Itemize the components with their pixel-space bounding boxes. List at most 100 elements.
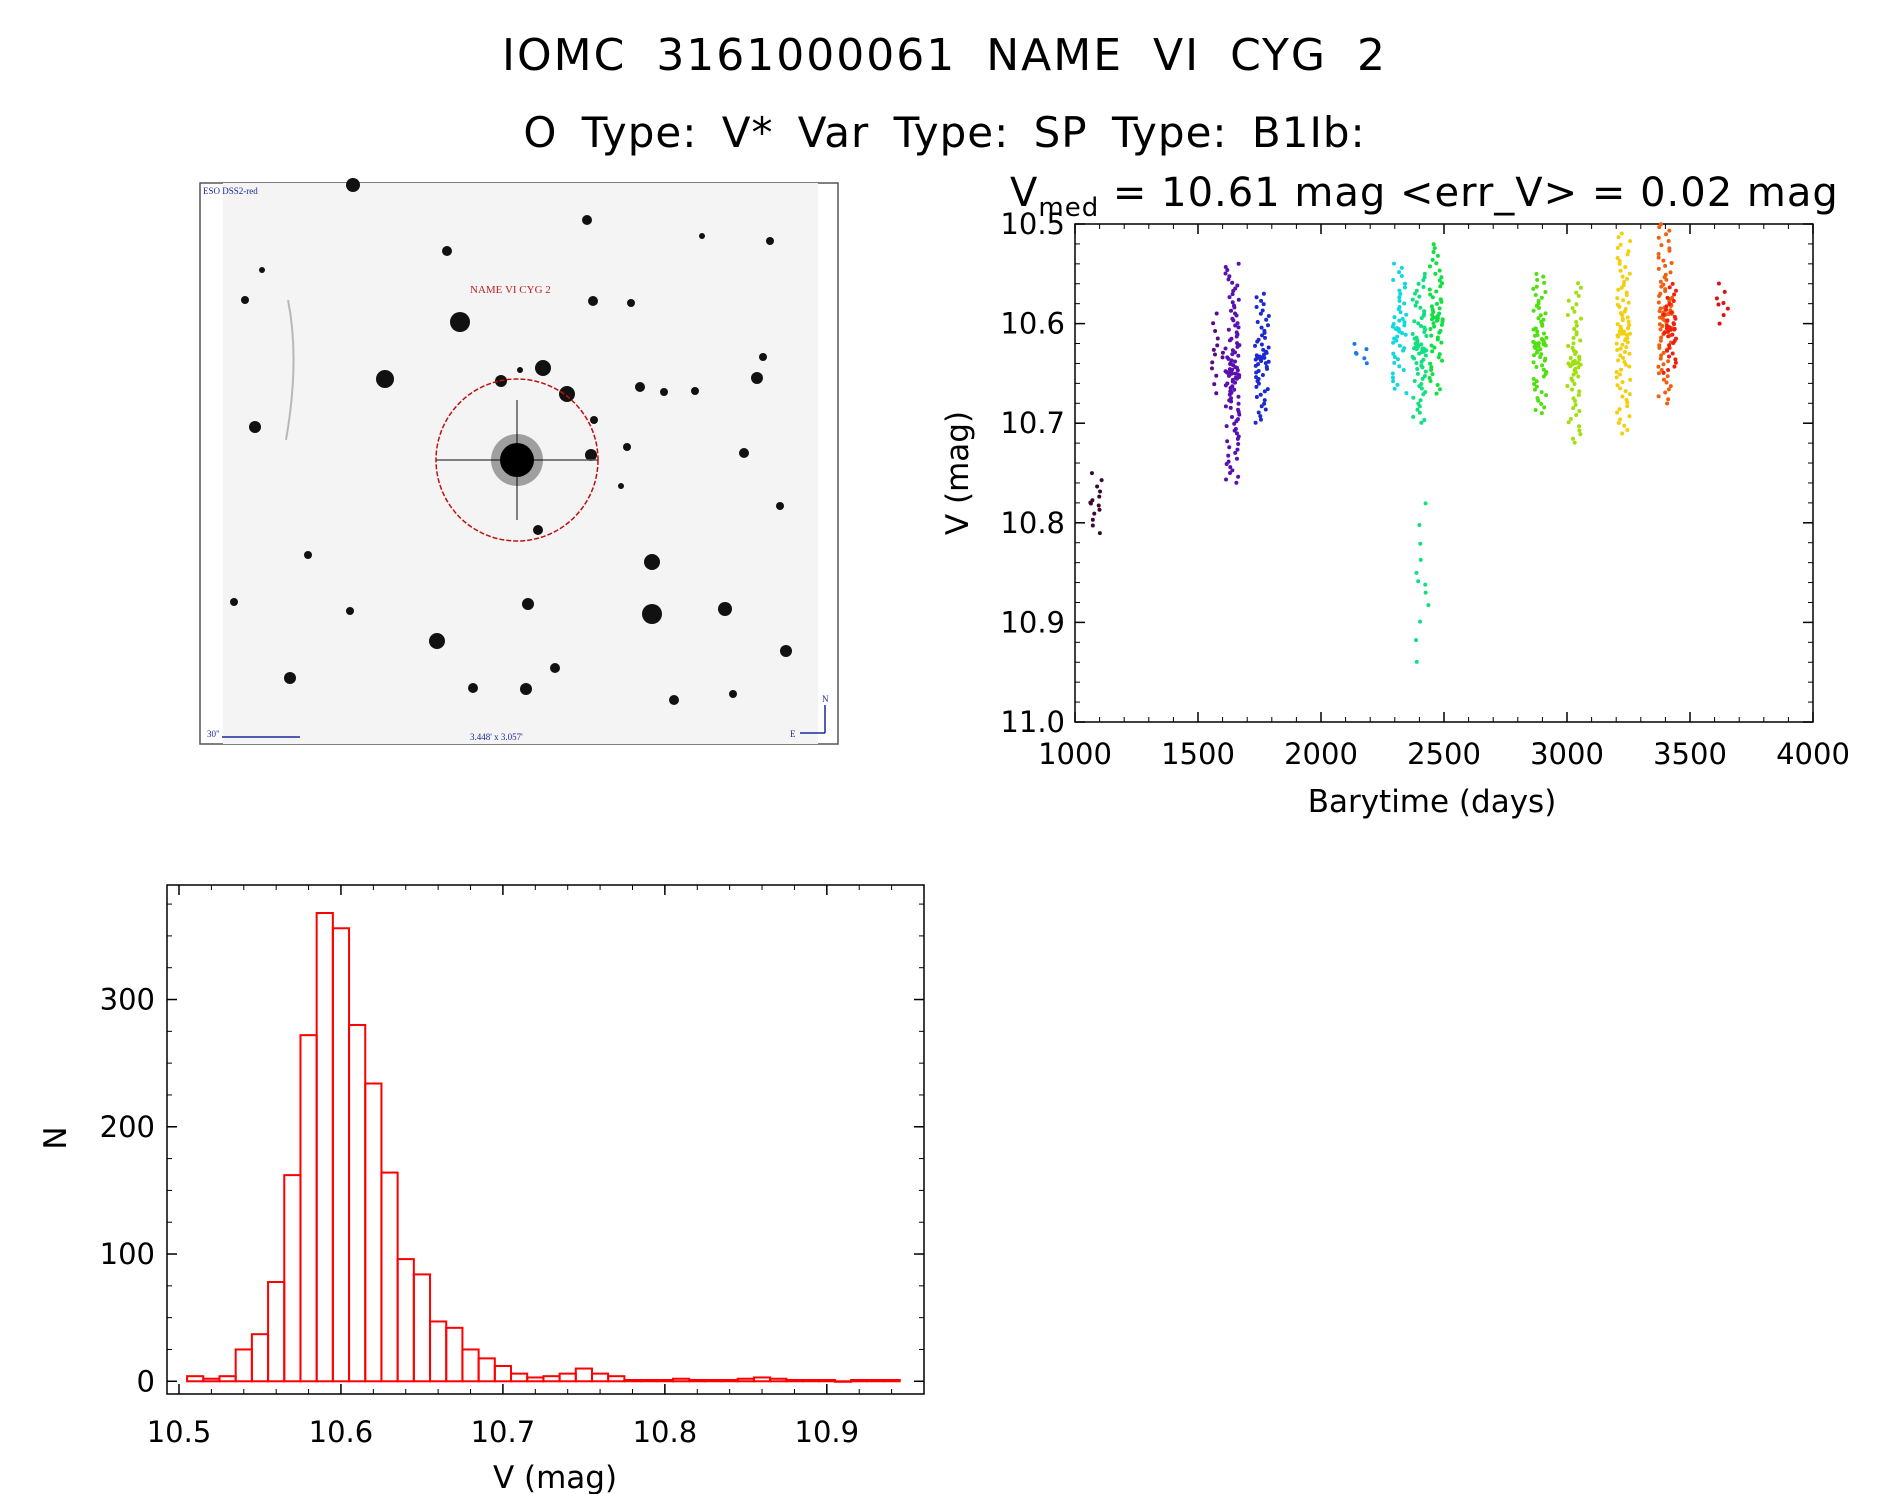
lc-point [1401,348,1406,353]
lc-point [1262,401,1267,406]
lc-point [1260,308,1265,313]
lc-point [1266,345,1271,350]
lc-point [1541,374,1546,379]
lc-point [1565,313,1570,318]
histogram-ylabel: N [38,1126,74,1149]
finder-artifact [285,299,295,441]
field-star [450,312,470,332]
lc-point [1416,321,1421,326]
lc-point [1544,335,1549,340]
histogram-bar [477,1357,496,1383]
lc-point [1391,351,1396,356]
lc-point [1672,292,1677,297]
lc-point [1426,603,1431,608]
field-star [627,299,635,307]
lc-point [1403,332,1408,337]
finder-stars [230,178,792,705]
histogram-bar [412,1273,432,1383]
histogram-bar [704,1379,723,1383]
lc-point [1397,364,1402,369]
lc-point [1618,417,1623,422]
lc-point [1411,395,1416,400]
lc-point [1416,579,1421,584]
lc-point [1573,402,1578,407]
lc-point [1661,350,1666,355]
lc-point [1542,405,1547,410]
lc-point [1395,382,1400,387]
hist-xtick-label: 10.9 [795,1415,860,1449]
lc-point [1617,304,1622,309]
lc-point [1422,330,1427,335]
lc-point [1571,406,1576,411]
lc-point [1397,270,1402,275]
lc-point [1671,340,1676,345]
lc-point [1664,307,1669,312]
lc-point [1617,258,1622,263]
lc-point [1574,332,1579,337]
lc-point [1543,343,1548,348]
lc-point [1627,364,1632,369]
lc-point [1619,285,1624,290]
lc-point [1625,326,1630,331]
lc-point [1623,389,1628,394]
lc-point [1656,371,1661,376]
lc-point [1428,327,1433,332]
lc-point [1663,390,1668,395]
field-star [588,296,598,306]
lc-point [1716,302,1721,307]
lc-point [1538,355,1543,360]
lc-point [1666,334,1671,339]
lc-point [1620,274,1625,279]
lc-point [1230,468,1235,473]
lc-xtick-label: 3500 [1653,737,1727,771]
histogram-bar [526,1376,545,1383]
lc-point [1531,353,1536,358]
finder-size-label: 3.448' x 3.057' [470,732,523,742]
lc-point [1667,345,1672,350]
histogram-bars [186,911,901,1383]
lc-point [1226,277,1231,282]
lc-point [1672,327,1677,332]
lc-point [1262,389,1267,394]
lc-point [1412,379,1417,384]
lc-point [1392,386,1397,391]
histogram-bar [429,1320,448,1383]
lc-point [1431,242,1436,247]
lc-point [1532,387,1537,392]
lc-point [1414,659,1419,664]
lc-point [1531,327,1536,332]
lc-point [1533,333,1538,338]
light-curve-points [1088,222,1730,664]
lc-point [1661,370,1666,375]
histogram-bar [801,1379,820,1383]
field-star [230,598,238,606]
lc-point [1622,309,1627,314]
lc-point [1232,305,1237,310]
lc-point [1092,511,1097,516]
lc-point [1669,260,1674,265]
lc-point [1259,325,1264,330]
lc-point [1673,357,1678,362]
lc-point [1256,410,1261,415]
light-curve-ticks: 1000 1500 2000 2500 3000 3500 4000 10.5 10.6 10.7… [1000,207,1849,771]
histogram-bar [752,1376,772,1383]
lc-ytick-label: 10.7 [1000,406,1065,440]
lc-ytick-label: 11.0 [1000,705,1065,739]
field-star [699,233,705,239]
lc-point [1419,420,1424,425]
lc-point [1615,246,1620,251]
lc-point [1234,480,1239,485]
field-star [376,370,394,388]
lc-point [1574,323,1579,328]
lc-point [1619,367,1624,372]
lc-point [1673,360,1678,365]
lc-point [1672,364,1677,369]
histogram-ticks: 10.5 10.6 10.7 10.8 10.9 0 100 200 300 [100,885,925,1449]
field-star [582,215,592,225]
lc-point [1227,274,1232,279]
lc-point [1626,319,1631,324]
light-curve-header: Vmed = 10.61 mag <err_V> = 0.02 mag [1010,170,1839,223]
compass-north: N [822,694,829,704]
lc-point [1430,349,1435,354]
lc-point [1628,239,1633,244]
